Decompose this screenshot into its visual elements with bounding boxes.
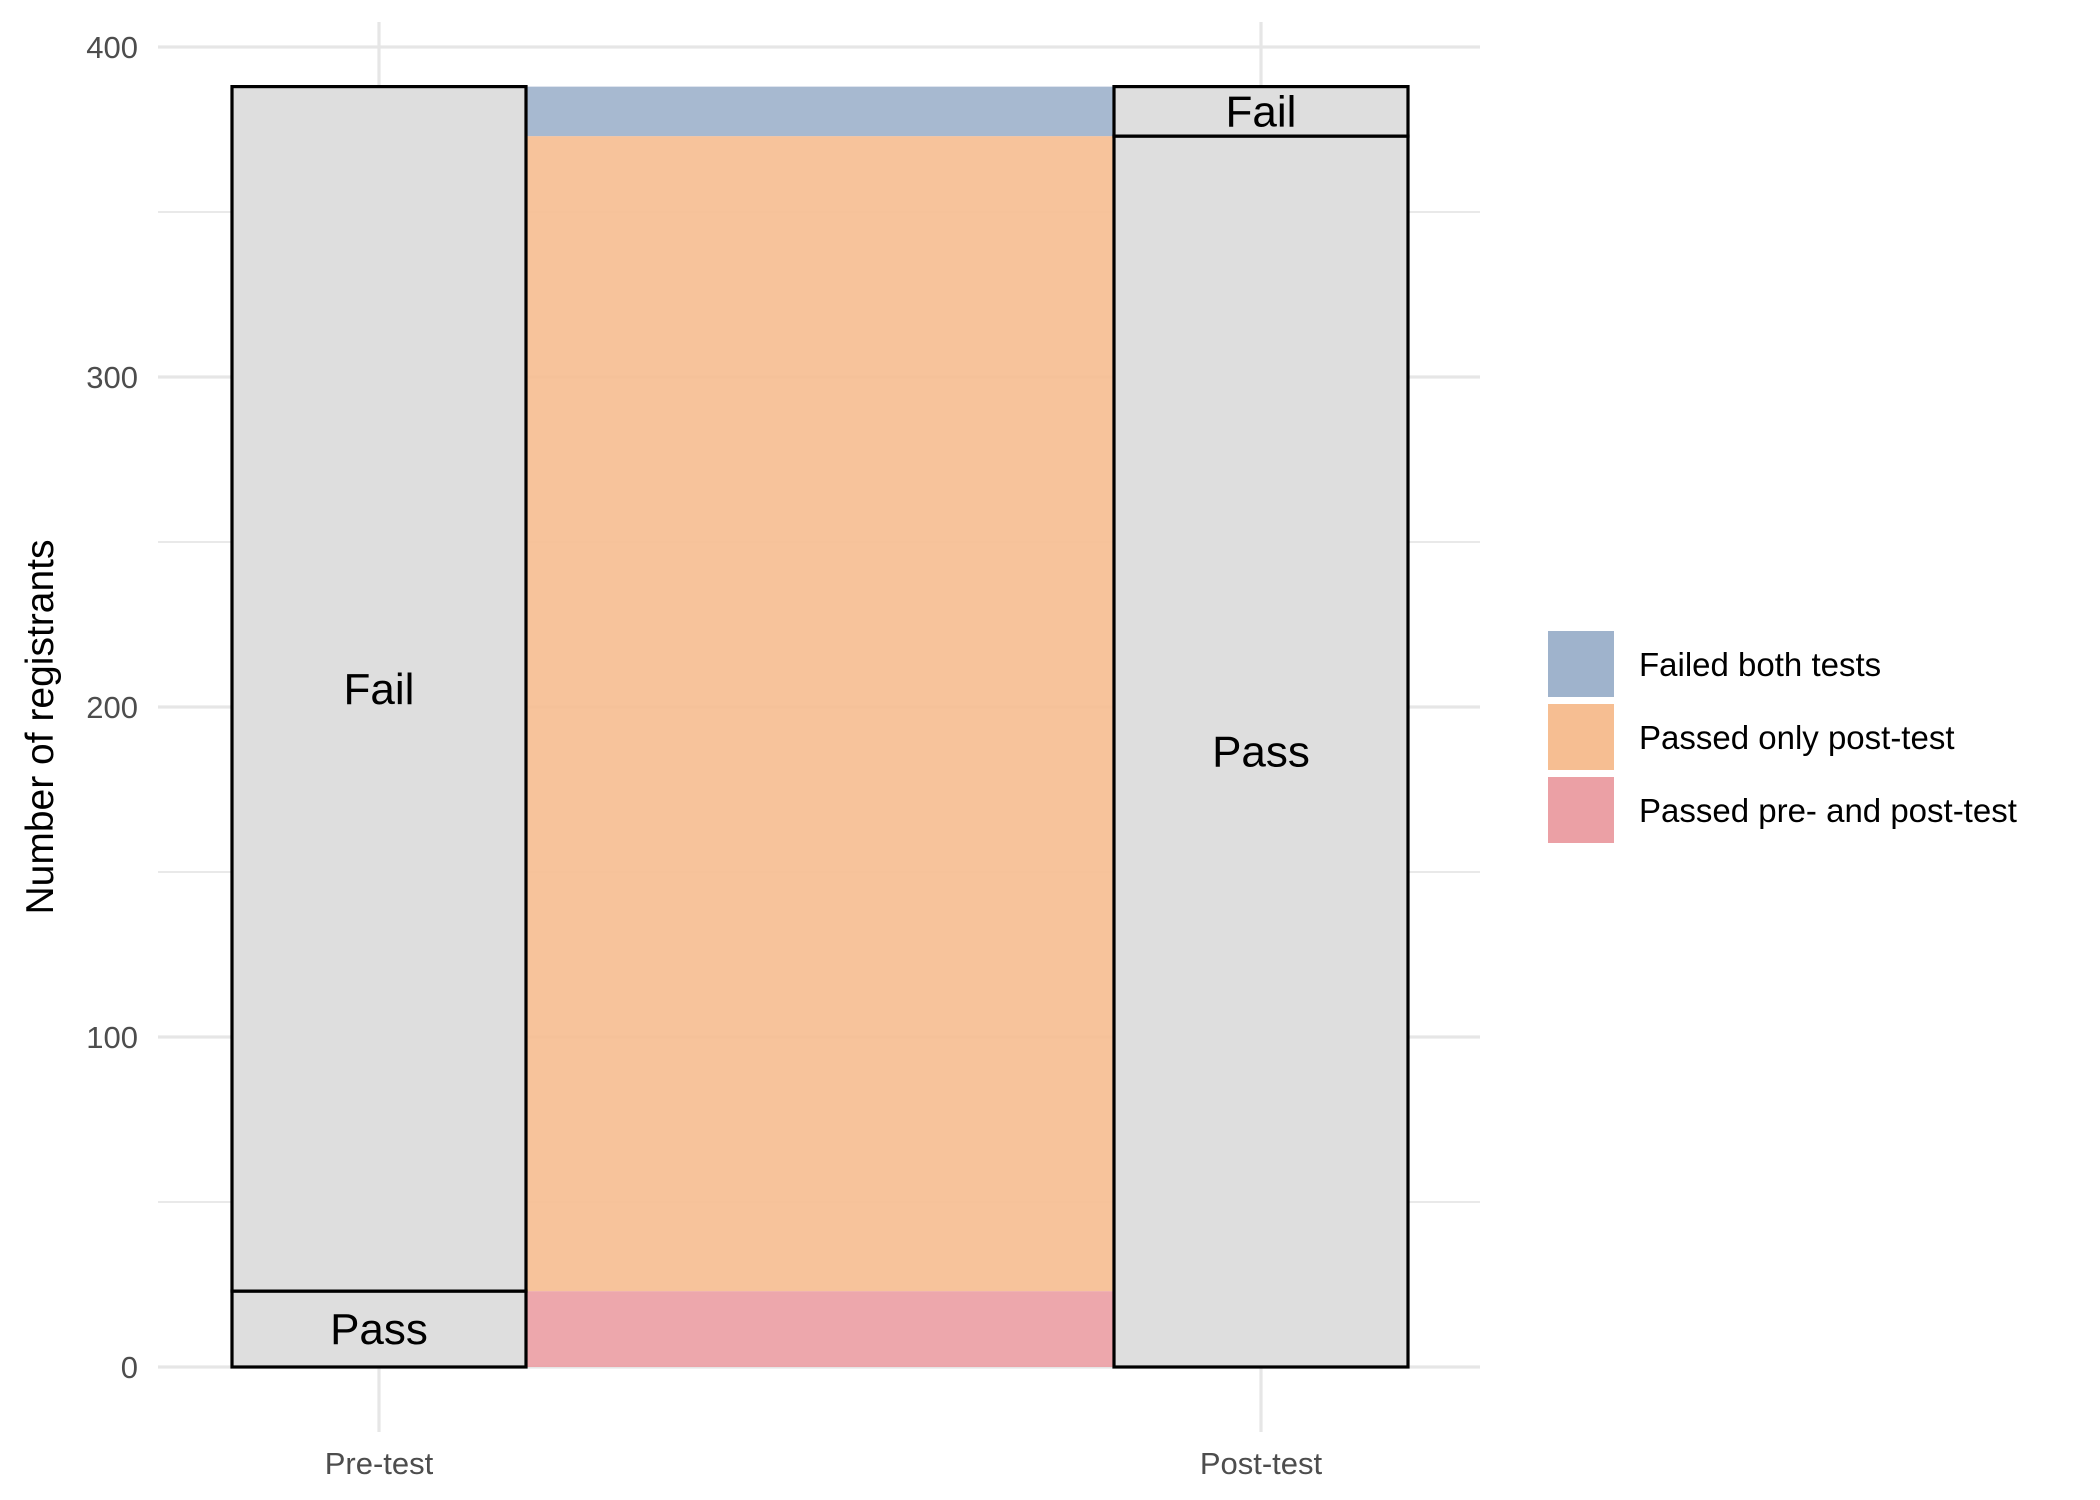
stratum-pre-test-fail <box>230 84 528 1293</box>
y-tick-label: 400 <box>86 30 138 65</box>
flow-passed-pre-and-post-test <box>526 1291 1114 1367</box>
flow-passed-only-post-test <box>526 136 1114 1292</box>
legend-swatch <box>1548 631 1614 697</box>
stratum-post-test-pass <box>1112 134 1410 1369</box>
stratum-post-test-fail <box>1112 84 1410 138</box>
y-tick-label: 100 <box>86 1020 138 1055</box>
legend-swatch <box>1548 704 1614 770</box>
stratum-pre-test-pass <box>230 1289 528 1369</box>
y-axis-title: Number of registrants <box>19 540 62 915</box>
flow-failed-both-tests <box>526 86 1114 137</box>
legend-label: Failed both tests <box>1639 646 1881 683</box>
legend: Failed both tests Passed only post-test Pa… <box>1548 631 2017 843</box>
legend-label: Passed only post-test <box>1639 719 1955 756</box>
x-tick-label: Pre-test <box>325 1446 434 1481</box>
flow-ribbons <box>526 86 1114 1367</box>
y-tick-label: 300 <box>86 360 138 395</box>
stratum-label-pre-test-fail: Fail <box>344 665 415 714</box>
y-tick-label: 0 <box>121 1350 138 1385</box>
stratum-label-pre-test-pass: Pass <box>330 1305 428 1354</box>
legend-swatch <box>1548 777 1614 843</box>
x-axis-ticks: Pre-test Post-test <box>325 1446 1323 1481</box>
y-axis-ticks: 0 100 200 300 400 <box>86 30 138 1385</box>
legend-label: Passed pre- and post-test <box>1639 792 2017 829</box>
x-tick-label: Post-test <box>1200 1446 1323 1481</box>
strata-bars: Pass Fail Pass Fail <box>230 84 1410 1369</box>
stratum-label-post-test-fail: Fail <box>1226 87 1297 136</box>
y-tick-label: 200 <box>86 690 138 725</box>
stratum-label-post-test-pass: Pass <box>1212 728 1310 777</box>
